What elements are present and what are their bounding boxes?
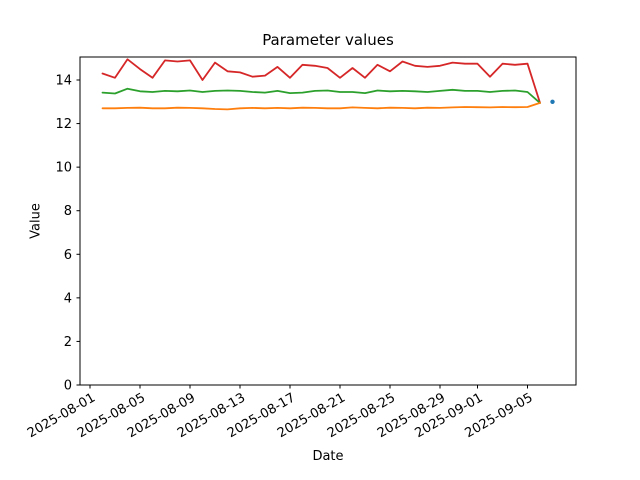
y-axis-tick-label: 14 xyxy=(55,74,72,89)
plot-border xyxy=(79,56,577,386)
y-axis-tick-label: 2 xyxy=(64,335,72,350)
series-line-red xyxy=(101,58,541,104)
x-axis-label: Date xyxy=(312,449,344,464)
y-axis-tick-label: 10 xyxy=(55,161,72,176)
y-axis-tick-label: 0 xyxy=(64,379,72,394)
point-marker-blue xyxy=(550,99,555,105)
y-axis-tick-label: 12 xyxy=(55,117,72,132)
chart-title: Parameter values xyxy=(262,31,394,49)
y-axis-tick-label: 6 xyxy=(64,248,72,263)
y-axis-tick-label: 4 xyxy=(64,291,72,306)
series-line-green xyxy=(101,87,541,104)
y-axis-tick-label: 8 xyxy=(64,204,72,219)
series-line-orange xyxy=(101,102,541,111)
